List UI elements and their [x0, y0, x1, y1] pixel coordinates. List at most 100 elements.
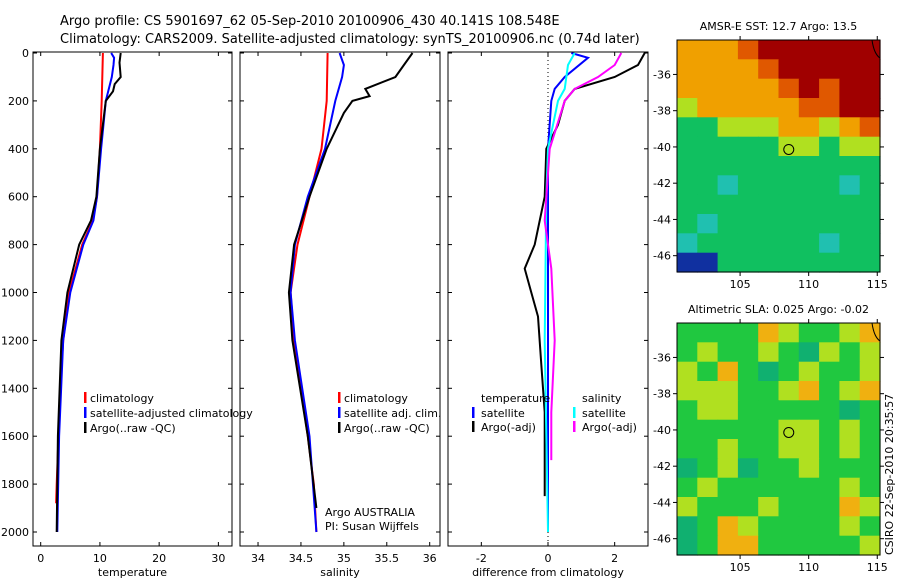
map-cell: [758, 400, 780, 421]
map-cell: [839, 477, 861, 498]
map-cell: [859, 98, 881, 118]
map-cell: [839, 156, 861, 176]
map-cell: [677, 40, 698, 60]
map-cell: [677, 458, 698, 479]
map-cell: [717, 419, 739, 440]
series-line-satellite-adj-clim-: [289, 52, 345, 533]
map-cell: [697, 175, 719, 196]
map-cell: [717, 439, 739, 459]
map-cell: [717, 214, 739, 234]
map-cell: [677, 233, 698, 254]
map-cell: [778, 477, 800, 498]
map-cell: [737, 535, 759, 556]
map-cell: [758, 458, 780, 479]
map-cell: [859, 535, 881, 556]
map-cell: [839, 214, 861, 234]
y-tick-label: 1800: [1, 478, 29, 491]
map-cell: [758, 194, 780, 215]
map-cell: [819, 98, 840, 118]
map-cell: [859, 439, 881, 459]
legend-label: Argo(..raw -QC): [90, 422, 176, 435]
x-tick-label: 30: [211, 552, 225, 565]
map-cell: [737, 323, 759, 343]
map-cell: [697, 419, 719, 440]
map-cell: [697, 381, 719, 401]
legend-swatch: [338, 407, 341, 418]
map-cell: [717, 175, 739, 196]
y-tick-label: 800: [8, 239, 29, 252]
map-cell: [839, 497, 861, 517]
map-cell: [737, 156, 759, 176]
map-cell: [859, 323, 881, 343]
map-cell: [717, 535, 739, 556]
map-cell: [717, 400, 739, 421]
map-cell: [778, 194, 800, 215]
map-cell: [697, 477, 719, 498]
x-tick-label: 20: [152, 552, 166, 565]
map-title: Altimetric SLA: 0.025 Argo: -0.02: [688, 303, 869, 316]
map-cell: [819, 419, 840, 440]
map-cell: [737, 477, 759, 498]
map-cell: [717, 342, 739, 363]
map-cell: [697, 40, 719, 60]
map-cell: [677, 117, 698, 138]
map-cell: [819, 252, 840, 273]
x-tick-label: 35: [337, 552, 351, 565]
map-cell: [717, 194, 739, 215]
series-line-temperature-argo-adj-: [523, 52, 646, 497]
coastline: [871, 39, 881, 59]
map-cell: [778, 381, 800, 401]
map-cell: [677, 214, 698, 234]
map-cell: [798, 323, 820, 343]
map-cell: [697, 535, 719, 556]
map-cell: [697, 361, 719, 382]
x-tick-label: 110: [798, 561, 819, 574]
map-cell: [839, 78, 861, 99]
argo-location-marker: [783, 426, 795, 438]
y-tick-label: -42: [653, 177, 671, 190]
series-line-temperature-satellite: [547, 52, 591, 532]
map-cell: [859, 214, 881, 234]
map-cell: [859, 252, 881, 273]
legend-label: climatology: [344, 392, 408, 405]
map-cell: [778, 175, 800, 196]
x-tick-label: 0: [37, 552, 44, 565]
x-tick-label: 2: [611, 552, 618, 565]
map-cell: [737, 40, 759, 60]
map-cell: [798, 252, 820, 273]
map-cell: [778, 516, 800, 537]
map-cell: [737, 136, 759, 157]
map-cell: [677, 323, 698, 343]
map-cell: [717, 381, 739, 401]
map-cell: [677, 78, 698, 99]
map-cell: [859, 419, 881, 440]
map-cell: [737, 233, 759, 254]
y-tick-label: -42: [653, 460, 671, 473]
map-cell: [798, 78, 820, 99]
x-tick-label: 115: [867, 561, 888, 574]
map-cell: [758, 40, 780, 60]
y-tick-label: 1200: [1, 334, 29, 347]
x-tick-label: 105: [730, 278, 751, 291]
map-cell: [839, 458, 861, 479]
y-tick-label: -38: [653, 388, 671, 401]
y-tick-label: -36: [653, 68, 671, 81]
legend-swatch: [84, 392, 87, 403]
series-line-climatology: [289, 52, 329, 533]
map-cell: [839, 439, 861, 459]
map-cell: [677, 516, 698, 537]
map-cell: [758, 214, 780, 234]
map-cell: [819, 117, 840, 138]
map-cell: [758, 98, 780, 118]
sla-map: 105 110 115 -36 -38 -40 -42 -44 -46 Altimetric SL…: [653, 303, 888, 574]
map-cell: [839, 40, 861, 60]
map-cell: [737, 252, 759, 273]
map-cell: [798, 194, 820, 215]
map-cell: [798, 381, 820, 401]
map-cell: [697, 252, 719, 273]
map-cell: [819, 78, 840, 99]
y-tick-label: 1600: [1, 430, 29, 443]
map-cell: [778, 439, 800, 459]
map-cell: [737, 78, 759, 99]
